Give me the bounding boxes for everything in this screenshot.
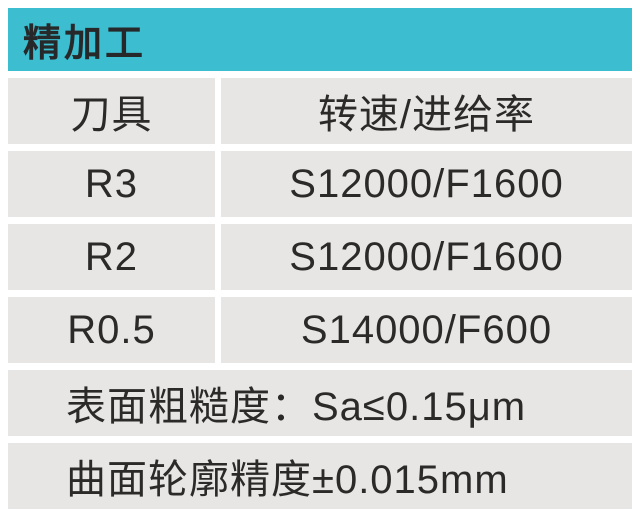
table-row-tool: R3 xyxy=(8,151,215,217)
title-bar: 精加工 xyxy=(8,8,632,71)
spec-table: 刀具 转速/进给率 R3 S12000/F1600 R2 S12000/F160… xyxy=(8,78,632,509)
note-contour-accuracy: 曲面轮廓精度±0.015mm xyxy=(8,443,632,509)
page-title: 精加工 xyxy=(23,23,147,65)
table-row-speed-feed: S12000/F1600 xyxy=(221,151,632,217)
column-header-tool: 刀具 xyxy=(8,78,215,144)
table-row-tool: R0.5 xyxy=(8,297,215,363)
table-row-speed-feed: S12000/F1600 xyxy=(221,224,632,290)
note-surface-roughness: 表面粗糙度：Sa≤0.15μm xyxy=(8,370,632,436)
column-header-speed-feed: 转速/进给率 xyxy=(221,78,632,144)
table-row-tool: R2 xyxy=(8,224,215,290)
table-row-speed-feed: S14000/F600 xyxy=(221,297,632,363)
